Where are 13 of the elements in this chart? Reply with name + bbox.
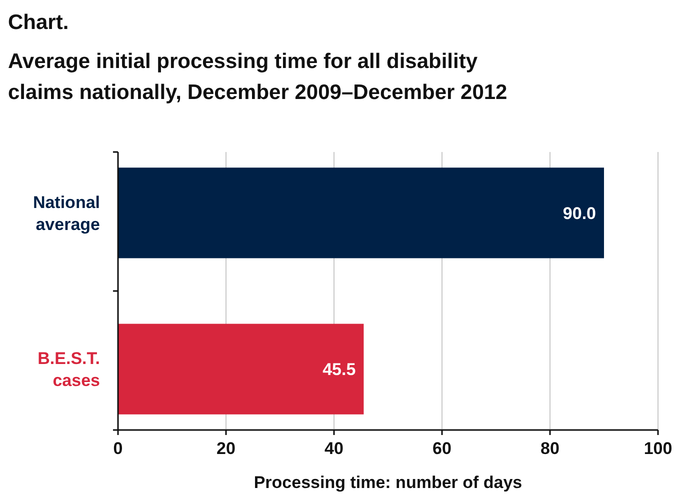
chart-subtitle: Average initial processing time for all disability claims nationally, December 2009–December 2012 — [8, 50, 508, 104]
x-axis-title: Processing time: number of days — [254, 473, 522, 492]
x-tick-label: 100 — [644, 439, 672, 458]
y-tick-label: National average — [32, 192, 100, 234]
data-label: 45.5 — [322, 360, 356, 380]
x-tick-label: 0 — [113, 439, 123, 458]
x-tick-label: 40 — [324, 439, 344, 458]
x-tick-label: 80 — [540, 439, 560, 458]
y-tick-label: B.E.S.T. cases — [38, 349, 100, 390]
x-tick-label: 20 — [216, 439, 236, 458]
data-label: 90.0 — [562, 204, 596, 223]
x-tick-label: 60 — [432, 439, 452, 458]
chart-title: Chart. — [8, 11, 69, 34]
